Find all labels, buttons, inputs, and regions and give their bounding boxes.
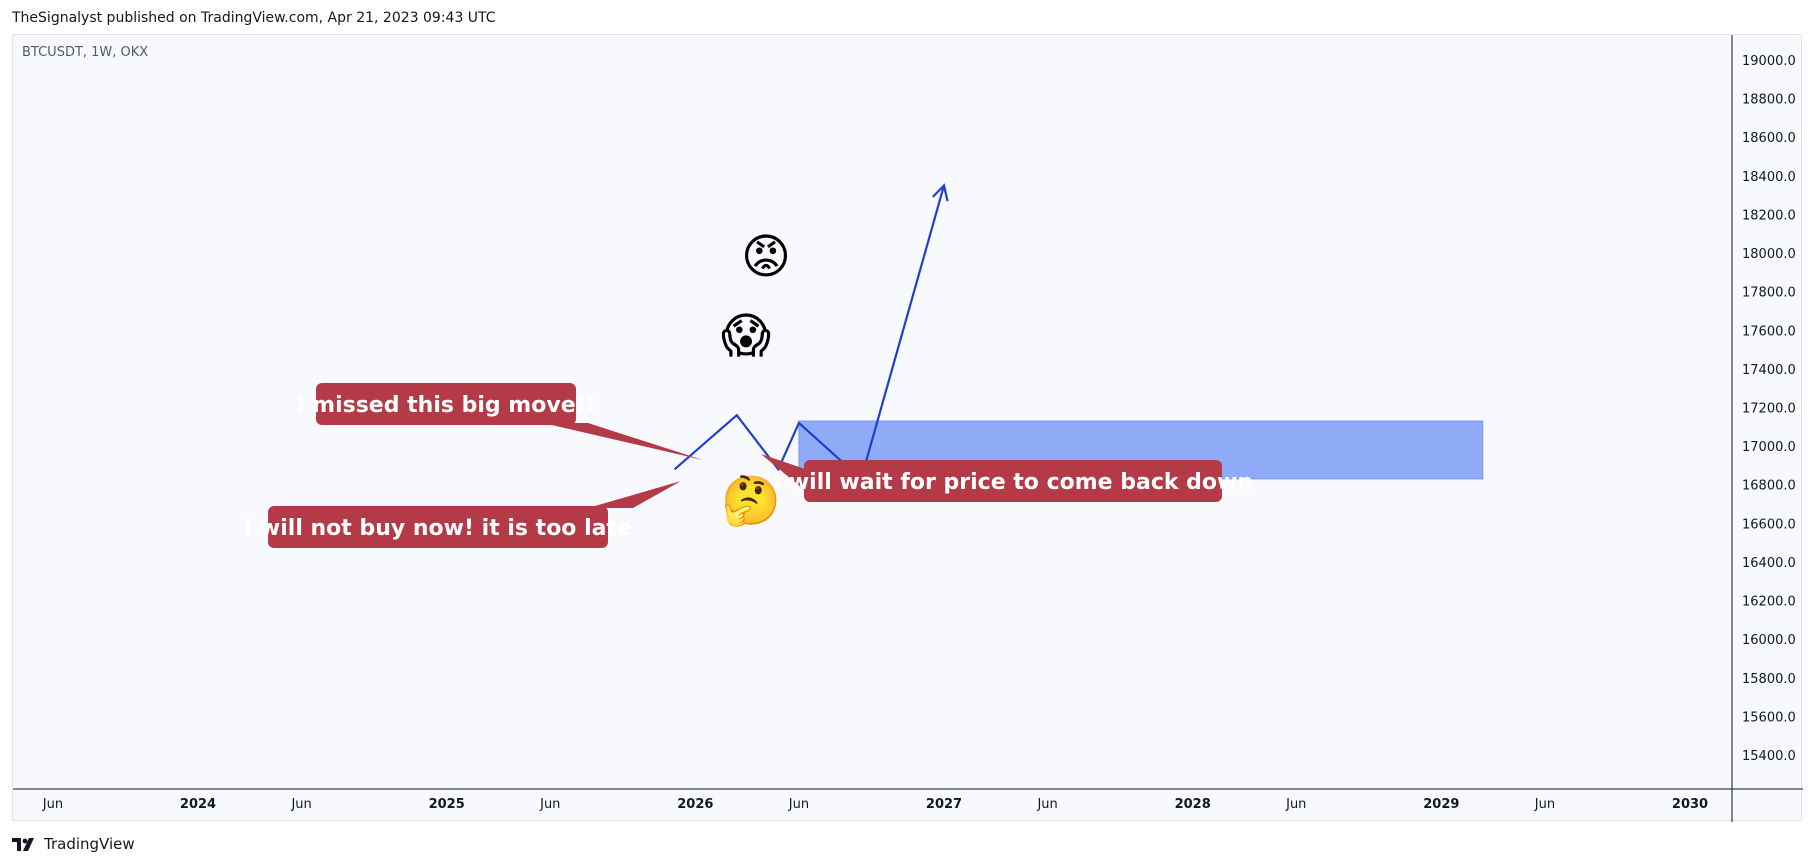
x-tick-label: Jun: [1534, 797, 1555, 812]
y-tick-label: 18400.0: [1742, 170, 1796, 185]
x-tick-label: 2028: [1175, 797, 1211, 812]
y-tick-label: 15400.0: [1742, 749, 1796, 764]
y-tick-label: 17000.0: [1742, 440, 1796, 455]
callout-tail: [543, 423, 703, 460]
y-tick-label: 17400.0: [1742, 363, 1796, 378]
x-tick-label: 2029: [1423, 797, 1459, 812]
callout-bubble: [268, 506, 608, 548]
callout-tail: [761, 454, 808, 493]
projected-path-line: [673, 185, 946, 481]
chart-panel[interactable]: 15400.0 15600.0 15800.0 16000.0 16200.0 16400…: [12, 34, 1803, 822]
tradingview-logo-icon: [12, 838, 34, 851]
y-tick-label: 17200.0: [1742, 402, 1796, 417]
y-tick-label: 15800.0: [1742, 672, 1796, 687]
y-tick-label: 15600.0: [1742, 710, 1796, 725]
x-tick-label: Jun: [1036, 797, 1057, 812]
callout-bubble: [804, 460, 1222, 502]
x-tick-label: Jun: [1285, 797, 1306, 812]
y-tick-label: 19000.0: [1742, 54, 1796, 69]
x-tick-label: Jun: [539, 797, 560, 812]
symbol-label: BTCUSDT, 1W, OKX: [22, 45, 149, 60]
angry-face-icon: 😡: [741, 229, 791, 285]
x-tick-label: 2026: [677, 797, 713, 812]
footer-brand[interactable]: TradingView: [12, 835, 135, 853]
x-tick-label: Jun: [788, 797, 809, 812]
screaming-face-icon: 😱: [721, 308, 771, 364]
callout-tail: [588, 481, 681, 508]
y-tick-label: 16600.0: [1742, 517, 1796, 532]
y-tick-label: 16400.0: [1742, 556, 1796, 571]
callout-text: I missed this big move!!: [296, 393, 595, 418]
chart-canvas[interactable]: 15400.0 15600.0 15800.0 16000.0 16200.0 16400…: [13, 35, 1803, 822]
callout-text: I will not buy now! it is too late: [244, 516, 632, 541]
callout-bubble: [316, 383, 576, 425]
path-arrowhead-icon: [932, 183, 949, 202]
y-tick-label: 18800.0: [1742, 93, 1796, 108]
y-tick-label: 16200.0: [1742, 595, 1796, 610]
x-tick-label: 2027: [926, 797, 962, 812]
y-tick-label: 18600.0: [1742, 131, 1796, 146]
x-tick-label: 2024: [180, 797, 216, 812]
y-tick-label: 17800.0: [1742, 286, 1796, 301]
y-tick-label: 18200.0: [1742, 208, 1796, 223]
x-tick-label: 2025: [429, 797, 465, 812]
y-tick-label: 16800.0: [1742, 479, 1796, 494]
callout-text: I will wait for price to come back down: [773, 470, 1253, 495]
person-thinking-icon: 🤔: [721, 473, 781, 529]
publish-header: TheSignalyst published on TradingView.co…: [12, 10, 496, 26]
x-tick-label: 2030: [1672, 797, 1708, 812]
x-tick-label: Jun: [290, 797, 311, 812]
y-tick-label: 18000.0: [1742, 247, 1796, 262]
y-tick-label: 17600.0: [1742, 324, 1796, 339]
y-tick-label: 16000.0: [1742, 633, 1796, 648]
footer-brand-label: TradingView: [44, 835, 135, 853]
x-tick-label: Jun: [42, 797, 63, 812]
